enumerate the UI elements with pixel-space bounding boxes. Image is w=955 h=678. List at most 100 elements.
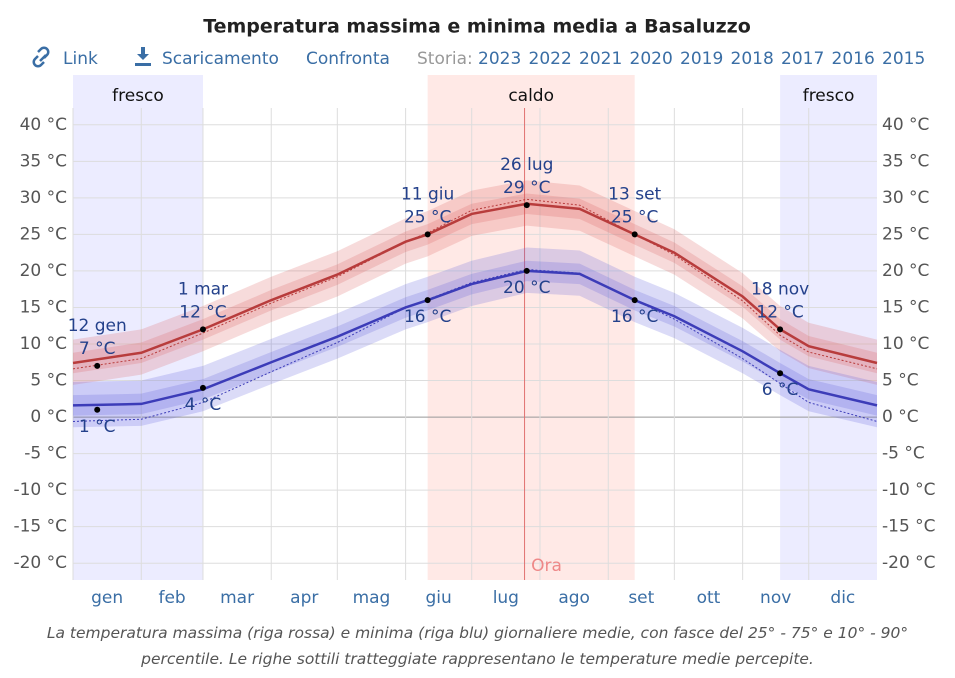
annotation-min: 20 °C [503,278,550,298]
y-tick-label-right: 25 °C [882,224,929,244]
download-icon [135,47,151,66]
chart: Temperatura massima e minima media a Bas… [13,16,936,609]
y-tick-label-right: 40 °C [882,115,929,135]
annotation-date: 18 nov [751,279,809,299]
y-tick-label-right: -5 °C [882,444,925,464]
mean-line [72,269,878,407]
annotation-dot [94,362,101,369]
year-link[interactable]: 2018 [731,49,774,69]
annotation-min: 4 °C [185,395,222,415]
annotation-max: 29 °C [503,178,550,198]
y-tick-label-right: 5 °C [882,371,919,391]
history-label: Storia: [417,49,473,69]
y-tick-label: 25 °C [20,224,67,244]
annotation-dot [777,370,784,377]
year-link[interactable]: 2021 [579,49,622,69]
annotation-dot [94,406,101,413]
annotation-max: 12 °C [179,302,226,322]
y-tick-label: 5 °C [30,371,67,391]
annotation-date: 11 giu [401,184,454,204]
mean-line [72,202,878,365]
x-tick-label: mag [353,588,391,608]
season-band [780,75,877,580]
y-tick-label: 0 °C [30,407,67,427]
annotation-max: 25 °C [611,207,658,227]
y-tick-label: 15 °C [20,297,67,317]
annotation-dot [631,297,638,304]
year-link[interactable]: 2022 [529,49,572,69]
header-link[interactable]: Scaricamento [162,49,279,69]
y-tick-label: 35 °C [20,151,67,171]
x-tick-label: ott [697,588,721,608]
annotation-dot [523,202,530,209]
year-link[interactable]: 2016 [832,49,875,69]
y-tick-label-right: 35 °C [882,151,929,171]
y-tick-label: 30 °C [20,188,67,208]
annotation-dot [523,267,530,274]
annotation-dot [199,326,206,333]
x-tick-label: gen [91,588,123,608]
season-band [427,75,635,580]
x-tick-label: lug [493,588,519,608]
header-link[interactable]: Confronta [306,49,390,69]
season-label: fresco [112,86,164,106]
x-tick-label: dic [830,588,855,608]
annotation-max: 7 °C [79,339,116,359]
y-tick-label: 10 °C [20,334,67,354]
y-tick-label-right: 10 °C [882,334,929,354]
y-tick-label-right: -20 °C [882,553,936,573]
header-link[interactable]: Link [63,49,98,69]
percentile-band [73,247,877,428]
percentile-band [73,193,877,374]
y-tick-label: -15 °C [13,517,67,537]
season-band [73,75,203,580]
annotation-dot [424,231,431,238]
year-link[interactable]: 2023 [478,49,521,69]
annotation-date: 26 lug [500,155,553,175]
annotation-dot [631,231,638,238]
y-tick-label-right: 0 °C [882,407,919,427]
y-tick-label: 40 °C [20,115,67,135]
y-tick-label-right: 30 °C [882,188,929,208]
annotation-max: 12 °C [756,302,803,322]
x-tick-label: mar [220,588,254,608]
y-tick-label: -20 °C [13,553,67,573]
y-tick-label-right: -10 °C [882,480,936,500]
annotation-max: 25 °C [404,207,451,227]
x-tick-label: set [628,588,654,608]
year-link[interactable]: 2019 [680,49,723,69]
annotation-min: 16 °C [404,307,451,327]
perceived-line [72,268,878,422]
chart-title: Temperatura massima e minima media a Bas… [203,16,751,38]
annotation-min: 1 °C [79,417,116,437]
annotation-min: 16 °C [611,307,658,327]
annotation-date: 13 set [608,184,661,204]
x-tick-label: ago [558,588,590,608]
y-tick-label: -10 °C [13,480,67,500]
annotation-dot [424,297,431,304]
y-tick-label: 20 °C [20,261,67,281]
y-tick-label-right: -15 °C [882,517,936,537]
x-tick-label: feb [158,588,185,608]
x-tick-label: giu [426,588,452,608]
perceived-line [72,198,878,370]
season-label: caldo [508,86,554,106]
year-link[interactable]: 2015 [882,49,925,69]
y-tick-label: -5 °C [24,444,67,464]
annotation-dot [199,384,206,391]
y-tick-label-right: 20 °C [882,261,929,281]
x-tick-label: apr [290,588,318,608]
percentile-band [73,180,877,385]
annotation-date: 1 mar [178,279,228,299]
annotation-min: 6 °C [762,380,799,400]
year-link[interactable]: 2017 [781,49,824,69]
link-icon [32,46,50,68]
x-tick-label: nov [760,588,791,608]
year-link[interactable]: 2020 [630,49,673,69]
annotation-dot [777,326,784,333]
y-tick-label-right: 15 °C [882,297,929,317]
season-label: fresco [803,86,855,106]
caption: La temperatura massima (riga rossa) e mi… [46,624,909,668]
now-label: Ora [531,556,562,576]
